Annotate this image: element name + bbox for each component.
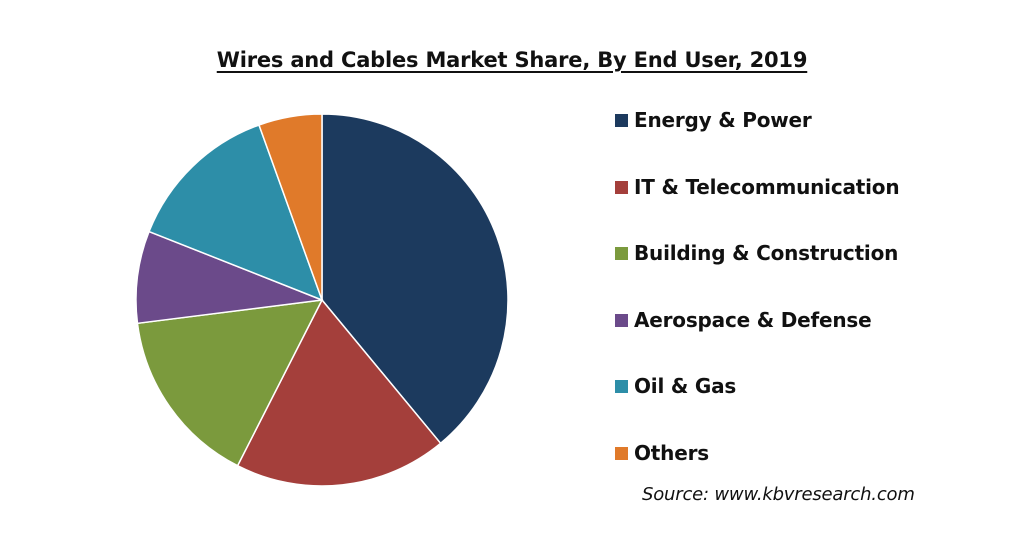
legend-swatch	[615, 180, 628, 194]
legend-item-it-telecommunication: IT & Telecommunication	[615, 173, 955, 240]
pie-slice-building-construction	[136, 299, 324, 467]
legend: Energy & Power IT & Telecommunication Buil…	[615, 106, 955, 505]
pie-slice-energy-power	[321, 113, 509, 445]
legend-item-energy-power: Energy & Power	[615, 106, 955, 173]
legend-swatch	[615, 114, 628, 127]
pie-slice-aerospace-defense	[135, 230, 323, 325]
legend-item-others: Others	[615, 439, 955, 506]
legend-label: Oil & Gas	[634, 374, 737, 398]
legend-label: Building & Construction	[634, 241, 899, 265]
pie-chart	[135, 113, 509, 487]
legend-swatch	[615, 313, 628, 327]
pie-slice-others	[258, 113, 323, 301]
legend-item-building-construction: Building & Construction	[615, 239, 955, 306]
legend-swatch	[615, 446, 628, 460]
pie-slice-oil-gas	[148, 124, 324, 302]
legend-label: Aerospace & Defense	[634, 307, 872, 332]
legend-item-oil-gas: Oil & Gas	[615, 372, 955, 439]
pie-slice-it-telecommunication	[236, 298, 442, 487]
source-note: Source: www.kbvresearch.com	[642, 484, 915, 505]
chart-title: Wires and Cables Market Share, By End Us…	[216, 48, 808, 72]
legend-label: IT & Telecommunication	[634, 174, 900, 199]
legend-swatch	[615, 380, 628, 393]
legend-label: Others	[634, 440, 709, 465]
legend-swatch	[615, 247, 628, 260]
legend-label: Energy & Power	[634, 108, 812, 132]
legend-item-aerospace-defense: Aerospace & Defense	[615, 306, 955, 373]
